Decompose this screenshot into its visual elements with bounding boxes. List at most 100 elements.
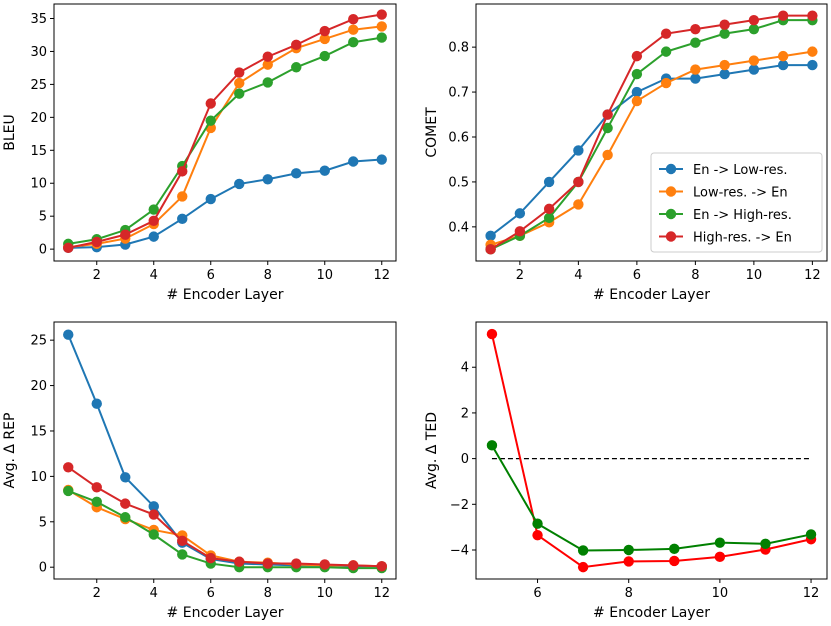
data-point-red (205, 98, 216, 109)
data-point-pure_green (714, 537, 726, 548)
x-tick-label: 8 (625, 586, 633, 601)
data-point-red (748, 14, 760, 26)
x-tick-label: 10 (712, 586, 729, 601)
data-point-orange (319, 33, 330, 45)
data-point-blue (120, 472, 131, 483)
series-line-green (68, 36, 382, 245)
data-point-orange (719, 59, 730, 71)
data-point-blue (376, 154, 387, 165)
data-point-blue (777, 59, 789, 71)
data-point-blue (148, 501, 159, 512)
y-axis-label: Avg. Δ TED (424, 412, 440, 489)
y-tick-label: 25 (30, 78, 47, 93)
data-point-blue (514, 208, 526, 219)
data-point-orange (177, 191, 188, 202)
y-tick-label: 35 (30, 12, 47, 27)
data-point-red (177, 166, 188, 177)
data-point-orange (807, 46, 818, 57)
data-point-red (777, 10, 789, 21)
data-point-green (543, 212, 555, 224)
series-line-orange (67, 489, 382, 568)
x-axis-label: # Encoder Layer (167, 287, 284, 303)
legend-label: En -> Low-res. (693, 163, 788, 178)
data-point-green (719, 28, 730, 39)
data-point-pure_green (760, 538, 771, 550)
data-point-red (319, 559, 330, 570)
data-point-red (177, 535, 188, 547)
legend (650, 152, 823, 253)
legend-label: Low-res. -> En (693, 186, 788, 201)
y-tick-label: 0.5 (448, 175, 469, 190)
y-tick-label: 10 (30, 177, 47, 192)
x-tick-label: 2 (93, 268, 101, 283)
x-tick-label: 12 (373, 268, 390, 283)
data-point-red (319, 25, 330, 37)
data-point-red (291, 39, 302, 51)
y-tick-label: 0 (461, 452, 469, 467)
data-point-blue (234, 178, 245, 190)
legend-marker-blue (665, 163, 677, 175)
data-point-red (376, 9, 387, 20)
plot-frame (53, 321, 397, 580)
y-tick-label: 25 (30, 334, 47, 349)
data-point-green (91, 496, 102, 508)
y-axis-label: Avg. Δ REP (2, 413, 18, 489)
series-line-pure_green (491, 444, 812, 552)
data-point-red (291, 558, 302, 569)
y-tick-label: 0.8 (448, 41, 469, 56)
data-point-red (120, 498, 131, 509)
chart-bleu: 2 4 6 8 10 12 0 5 10 15 20 25 30 35 # Encoder Layer BLE… (2, 3, 397, 303)
x-tick-label: 4 (150, 268, 158, 283)
series-line-red (67, 466, 382, 568)
data-point-blue (485, 230, 496, 242)
data-point-green (319, 50, 330, 62)
x-tick-label: 12 (373, 586, 390, 601)
data-point-blue (631, 86, 643, 98)
data-point-pure_red (714, 551, 726, 563)
x-tick-label: 8 (264, 586, 272, 601)
data-point-red (234, 67, 245, 78)
series-line-green (67, 489, 382, 570)
y-tick-label: 20 (30, 379, 47, 394)
data-point-red (543, 203, 555, 215)
data-point-orange (348, 24, 359, 35)
x-tick-label: 8 (264, 268, 272, 283)
data-point-green (63, 485, 74, 497)
data-point-blue (177, 213, 188, 225)
y-tick-label: −4 (450, 543, 469, 558)
data-point-green (660, 46, 672, 57)
data-point-red (63, 242, 74, 254)
data-point-red (262, 558, 273, 569)
data-point-blue (543, 176, 555, 188)
series-line-red (68, 13, 382, 249)
data-point-green (262, 77, 273, 88)
data-point-red (91, 236, 102, 248)
data-point-pure_red (669, 555, 680, 567)
data-point-green (148, 529, 159, 540)
data-point-red (63, 462, 74, 473)
data-point-red (205, 552, 216, 564)
y-tick-label: 0.7 (448, 86, 469, 101)
x-tick-label: 6 (633, 268, 641, 283)
x-tick-label: 6 (207, 268, 215, 283)
data-point-orange (748, 55, 760, 66)
data-point-red (807, 10, 818, 21)
data-point-red (719, 19, 730, 30)
y-tick-label: 5 (39, 210, 47, 225)
chart-rep: 2 4 6 8 10 12 0 5 10 15 20 25 # Encoder Layer Avg. Δ … (2, 321, 397, 621)
y-tick-label: 5 (39, 515, 47, 530)
legend-label: En -> High-res. (693, 208, 792, 223)
y-axis-label: COMET (424, 107, 440, 158)
data-point-orange (602, 149, 613, 161)
data-point-red (91, 482, 102, 493)
legend-marker-orange (665, 186, 677, 197)
x-tick-label: 2 (516, 268, 524, 283)
x-tick-label: 6 (207, 586, 215, 601)
x-axis-label: # Encoder Layer (167, 605, 284, 621)
legend-marker-red (665, 231, 677, 242)
chart-ted: 6 8 10 12 −4 −2 0 2 4 # Encoder Layer Avg. Δ TED (424, 321, 828, 621)
data-point-orange (262, 59, 273, 70)
data-point-orange (690, 64, 701, 75)
data-point-blue (291, 168, 302, 179)
data-point-pure_green (486, 440, 498, 451)
